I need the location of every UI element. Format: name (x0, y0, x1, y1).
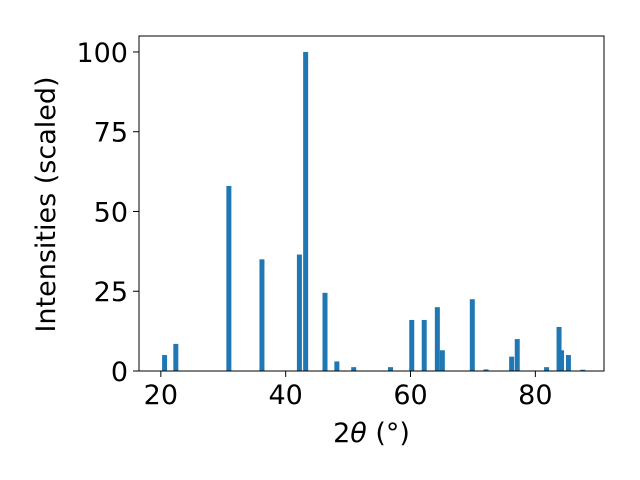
y-tick-label: 0 (111, 357, 128, 388)
plot-frame (138, 35, 605, 372)
x-tick-label: 80 (518, 380, 552, 411)
x-tick-label: 20 (144, 380, 178, 411)
bar (322, 292, 328, 371)
x-axis-label: 2θ (°) (333, 418, 410, 449)
x-axis-label-prefix: 2 (333, 418, 350, 449)
bar (483, 369, 489, 371)
bar (162, 355, 168, 371)
x-axis-label-theta: θ (350, 418, 367, 449)
x-tick-label: 60 (393, 380, 427, 411)
bar (434, 307, 440, 371)
bar (559, 350, 565, 371)
bar (509, 356, 515, 371)
y-axis-ticks: 0 25 50 75 100 (76, 38, 139, 388)
bar (296, 254, 302, 371)
y-axis-label: Intensities (scaled) (31, 76, 62, 332)
bar (173, 343, 179, 371)
bars-group (162, 51, 586, 371)
bar (580, 369, 586, 371)
bar (259, 259, 265, 371)
bar (303, 51, 309, 371)
y-tick-label: 25 (94, 277, 128, 308)
bar (556, 326, 562, 371)
bar (544, 367, 550, 371)
bar (351, 367, 357, 371)
bar (439, 350, 445, 371)
x-axis-label-unit: (°) (367, 418, 410, 449)
x-axis-ticks: 20 40 60 80 (144, 371, 553, 411)
bar (421, 319, 427, 371)
bar (514, 339, 520, 371)
bar (226, 185, 232, 371)
bar (334, 361, 340, 371)
bar (388, 367, 394, 371)
x-tick-label: 40 (268, 380, 302, 411)
bar (409, 319, 415, 371)
bar (469, 299, 475, 371)
y-tick-label: 75 (94, 118, 128, 149)
y-tick-label: 50 (94, 197, 128, 228)
y-tick-label: 100 (76, 38, 128, 69)
bar (565, 355, 571, 371)
